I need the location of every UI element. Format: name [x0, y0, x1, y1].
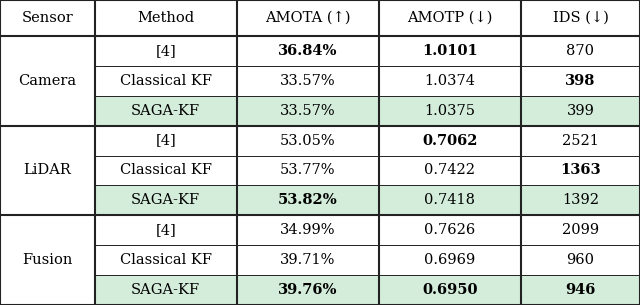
Text: 1392: 1392	[562, 193, 599, 207]
Text: Camera: Camera	[19, 74, 76, 88]
Text: 1363: 1363	[560, 163, 601, 178]
Text: 1.0375: 1.0375	[424, 104, 476, 118]
Text: Method: Method	[137, 11, 195, 25]
Text: Fusion: Fusion	[22, 253, 72, 267]
Text: 398: 398	[565, 74, 596, 88]
Text: Classical KF: Classical KF	[120, 163, 212, 178]
Text: 2099: 2099	[562, 223, 599, 237]
Text: [4]: [4]	[156, 134, 176, 148]
Text: 960: 960	[566, 253, 595, 267]
Text: AMOTA (↑): AMOTA (↑)	[265, 11, 351, 25]
Text: Sensor: Sensor	[22, 11, 73, 25]
Text: 33.57%: 33.57%	[280, 104, 335, 118]
Text: 34.99%: 34.99%	[280, 223, 335, 237]
Text: Classical KF: Classical KF	[120, 253, 212, 267]
Text: 39.76%: 39.76%	[278, 283, 337, 297]
Bar	[0, 156, 95, 185]
Text: LiDAR: LiDAR	[24, 163, 71, 178]
Bar	[0, 275, 640, 305]
Bar	[0, 96, 95, 126]
Bar	[0, 0, 640, 36]
Text: SAGA-KF: SAGA-KF	[131, 193, 200, 207]
Text: 53.05%: 53.05%	[280, 134, 335, 148]
Text: 2521: 2521	[562, 134, 599, 148]
Bar	[0, 185, 640, 215]
Text: 53.77%: 53.77%	[280, 163, 335, 178]
Bar	[0, 126, 640, 156]
Bar	[0, 275, 95, 305]
Text: 33.57%: 33.57%	[280, 74, 335, 88]
Bar	[0, 215, 95, 245]
Text: 870: 870	[566, 44, 595, 58]
Text: 0.7422: 0.7422	[424, 163, 476, 178]
Text: 0.6950: 0.6950	[422, 283, 477, 297]
Text: SAGA-KF: SAGA-KF	[131, 104, 200, 118]
Bar	[0, 126, 95, 156]
Bar	[0, 96, 640, 126]
Text: 946: 946	[565, 283, 596, 297]
Bar	[0, 215, 640, 245]
Text: AMOTP (↓): AMOTP (↓)	[407, 11, 493, 25]
Text: [4]: [4]	[156, 44, 176, 58]
Text: 1.0374: 1.0374	[424, 74, 476, 88]
Text: Classical KF: Classical KF	[120, 74, 212, 88]
Text: 53.82%: 53.82%	[278, 193, 338, 207]
Text: IDS (↓): IDS (↓)	[552, 11, 609, 25]
Bar	[0, 66, 640, 96]
Bar	[0, 36, 640, 66]
Bar	[0, 66, 95, 96]
Text: 1.0101: 1.0101	[422, 44, 478, 58]
Text: 0.6969: 0.6969	[424, 253, 476, 267]
Bar	[0, 156, 640, 185]
Text: SAGA-KF: SAGA-KF	[131, 283, 200, 297]
Bar	[0, 245, 95, 275]
Text: [4]: [4]	[156, 223, 176, 237]
Text: 0.7418: 0.7418	[424, 193, 476, 207]
Text: 399: 399	[566, 104, 595, 118]
Bar	[0, 185, 95, 215]
Bar	[0, 245, 640, 275]
Bar	[0, 36, 95, 66]
Text: 0.7626: 0.7626	[424, 223, 476, 237]
Text: 39.71%: 39.71%	[280, 253, 335, 267]
Text: 36.84%: 36.84%	[278, 44, 337, 58]
Text: 0.7062: 0.7062	[422, 134, 477, 148]
